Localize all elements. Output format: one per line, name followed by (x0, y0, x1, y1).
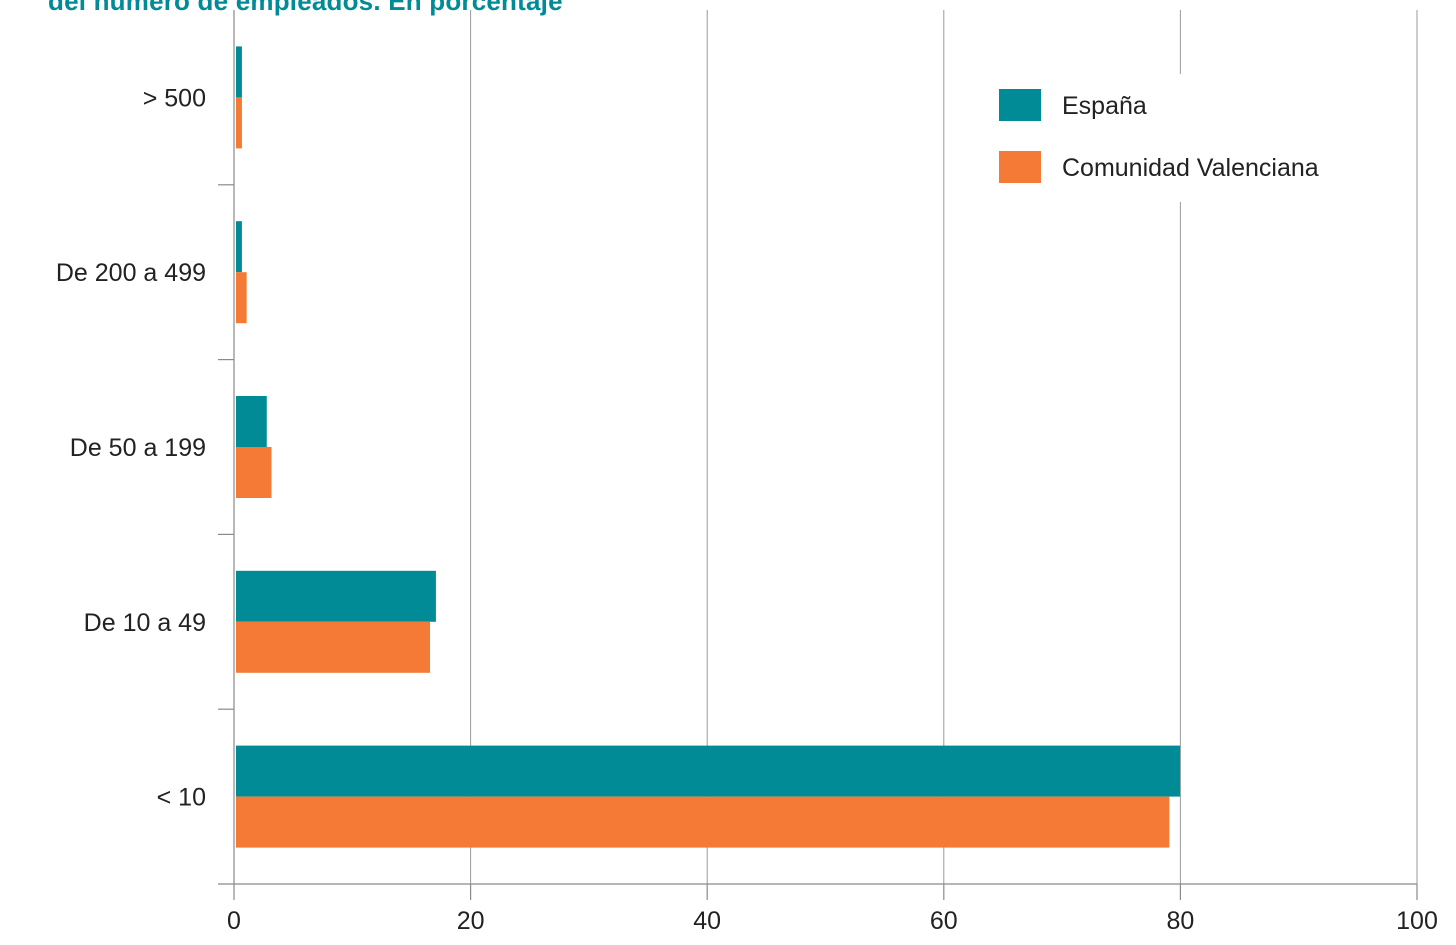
x-tick-label-20: 20 (457, 907, 485, 935)
bar-espana-1 (236, 221, 242, 273)
legend-label-espana: España (1062, 92, 1147, 120)
bar-espana-2 (236, 396, 267, 447)
x-tick-label-80: 80 (1166, 907, 1194, 935)
bar-espana-4 (236, 745, 1181, 797)
axes (218, 10, 1418, 900)
legend-background (978, 74, 1378, 202)
bar-comunidad-valenciana-1 (236, 272, 247, 324)
legend-swatch-comunidad-valenciana (999, 151, 1041, 183)
bars (236, 46, 1181, 848)
y-tick-label-2: De 50 a 199 (70, 434, 206, 462)
y-tick-label-4: < 10 (157, 784, 206, 812)
bar-comunidad-valenciana-4 (236, 796, 1170, 848)
x-tick-label-0: 0 (227, 907, 241, 935)
legend-swatch-espana (999, 89, 1041, 121)
grid-lines (470, 10, 1418, 884)
chart-title: del número de empleados. En porcentaje (48, 0, 563, 16)
legend: España Comunidad Valenciana (978, 74, 1378, 202)
x-tick-label-60: 60 (930, 907, 958, 935)
legend-label-comunidad-valenciana: Comunidad Valenciana (1062, 154, 1319, 182)
bar-comunidad-valenciana-2 (236, 447, 272, 498)
y-tick-label-0: > 500 (143, 84, 206, 112)
y-tick-labels: > 500 De 200 a 499 De 50 a 199 De 10 a 49 < … (56, 84, 206, 811)
y-tick-label-1: De 200 a 499 (56, 259, 206, 287)
bar-comunidad-valenciana-0 (236, 97, 242, 149)
bar-espana-3 (236, 570, 436, 622)
x-tick-label-100: 100 (1396, 907, 1438, 935)
x-tick-labels: 0 20 40 60 80 100 (227, 907, 1438, 935)
bar-espana-0 (236, 46, 242, 98)
x-tick-label-40: 40 (693, 907, 721, 935)
bar-comunidad-valenciana-3 (236, 621, 431, 673)
y-tick-label-3: De 10 a 49 (84, 609, 206, 637)
